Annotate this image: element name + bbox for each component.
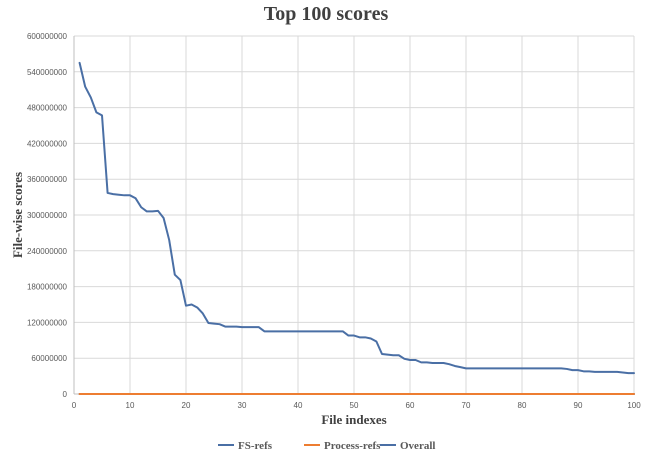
y-tick-label: 120000000 bbox=[27, 318, 68, 327]
y-tick-label: 600000000 bbox=[27, 32, 68, 41]
legend-label: Process-refs bbox=[324, 440, 381, 452]
y-tick-label: 360000000 bbox=[27, 175, 68, 184]
x-tick-label: 30 bbox=[238, 401, 247, 410]
x-tick-label: 50 bbox=[350, 401, 359, 410]
x-axis-ticks: 0 10 20 30 40 50 60 70 80 90 100 bbox=[72, 401, 641, 410]
x-tick-label: 10 bbox=[126, 401, 135, 410]
y-axis-ticks: 0 60000000 120000000 180000000 240000000 3000… bbox=[27, 32, 68, 399]
x-tick-label: 60 bbox=[406, 401, 415, 410]
legend-label: Overall bbox=[400, 440, 435, 452]
x-tick-label: 40 bbox=[294, 401, 303, 410]
x-tick-label: 100 bbox=[627, 401, 641, 410]
y-tick-label: 300000000 bbox=[27, 211, 68, 220]
y-tick-label: 60000000 bbox=[31, 354, 67, 363]
y-axis-title: File-wise scores bbox=[10, 172, 25, 258]
y-tick-label: 0 bbox=[63, 390, 68, 399]
x-tick-label: 20 bbox=[182, 401, 191, 410]
x-tick-label: 90 bbox=[574, 401, 583, 410]
x-tick-label: 80 bbox=[518, 401, 527, 410]
x-tick-label: 0 bbox=[72, 401, 77, 410]
series-lines bbox=[78, 61, 635, 395]
chart-title: Top 100 scores bbox=[264, 3, 389, 25]
gridlines bbox=[74, 35, 635, 394]
y-tick-label: 480000000 bbox=[27, 104, 68, 113]
y-tick-label: 540000000 bbox=[27, 68, 68, 77]
y-tick-label: 180000000 bbox=[27, 283, 68, 292]
y-tick-label: 240000000 bbox=[27, 247, 68, 256]
x-axis-title: File indexes bbox=[321, 412, 386, 427]
legend: FS-refs Process-refs Overall bbox=[218, 440, 435, 452]
series-line-fs-refs bbox=[78, 61, 635, 375]
legend-label: FS-refs bbox=[238, 440, 273, 452]
y-tick-label: 420000000 bbox=[27, 139, 68, 148]
x-tick-label: 70 bbox=[462, 401, 471, 410]
